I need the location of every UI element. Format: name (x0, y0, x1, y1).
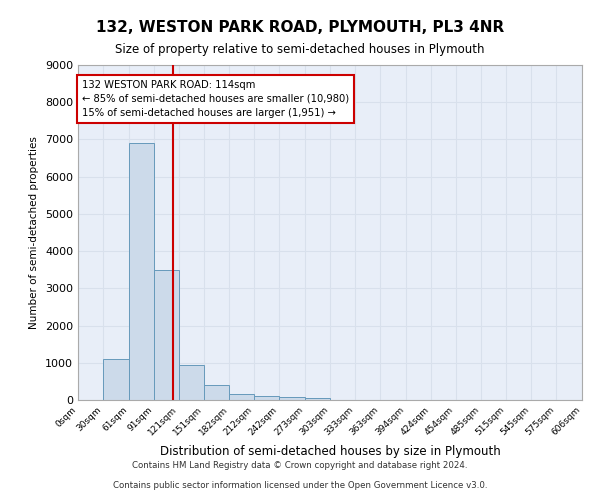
Bar (103, 359, 129, 400)
Bar (129, 143, 154, 400)
Bar (203, 385, 229, 400)
Bar (279, 397, 305, 400)
Text: 132 WESTON PARK ROAD: 114sqm
← 85% of semi-detached houses are smaller (10,980)
: 132 WESTON PARK ROAD: 114sqm ← 85% of se… (82, 80, 349, 118)
Bar (179, 364, 203, 400)
Text: Size of property relative to semi-detached houses in Plymouth: Size of property relative to semi-detach… (115, 42, 485, 56)
X-axis label: Distribution of semi-detached houses by size in Plymouth: Distribution of semi-detached houses by … (160, 446, 500, 458)
Bar (229, 394, 254, 400)
Text: 132, WESTON PARK ROAD, PLYMOUTH, PL3 4NR: 132, WESTON PARK ROAD, PLYMOUTH, PL3 4NR (96, 20, 504, 35)
Bar (154, 270, 179, 400)
Text: Contains HM Land Registry data © Crown copyright and database right 2024.: Contains HM Land Registry data © Crown c… (132, 461, 468, 470)
Bar (254, 396, 279, 400)
Bar (305, 398, 330, 400)
Text: Contains public sector information licensed under the Open Government Licence v3: Contains public sector information licen… (113, 481, 487, 490)
Y-axis label: Number of semi-detached properties: Number of semi-detached properties (29, 136, 40, 329)
